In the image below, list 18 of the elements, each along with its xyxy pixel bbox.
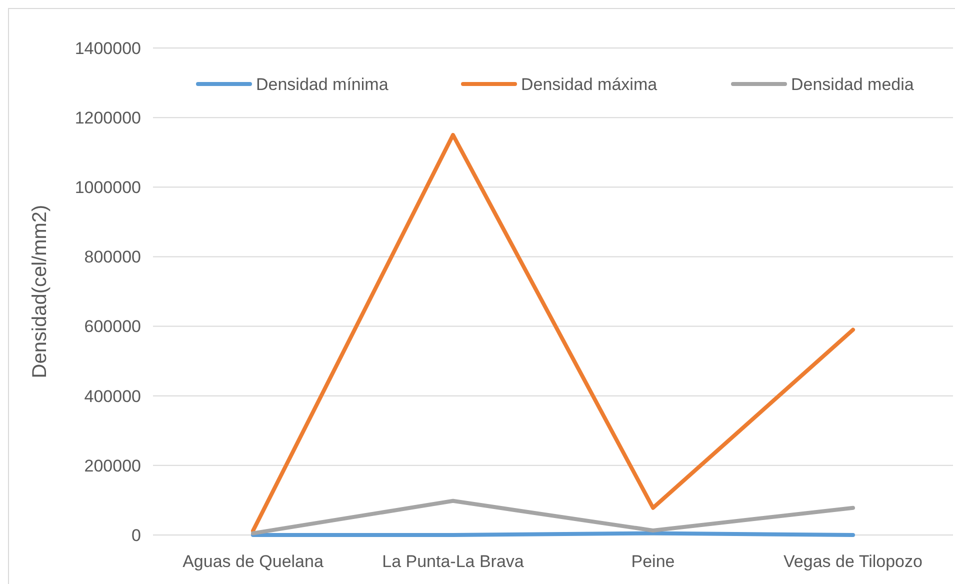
y-tick-label: 600000 (84, 317, 141, 336)
x-tick-label: Vegas de Tilopozo (784, 552, 922, 571)
legend-label: Densidad mínima (256, 74, 389, 94)
legend-label: Densidad máxima (521, 74, 658, 94)
y-tick-label: 0 (132, 526, 141, 545)
y-tick-label: 400000 (84, 386, 141, 406)
y-tick-label: 1000000 (74, 178, 141, 198)
y-axis-title: Densidad(cel/mm2) (29, 204, 51, 378)
y-tick-label: 1200000 (74, 108, 141, 128)
line-series (251, 132, 855, 533)
x-tick-label: La Punta-La Brava (382, 552, 524, 571)
legend-label: Densidad media (791, 74, 914, 94)
x-tick-label: Aguas de Quelana (182, 552, 324, 571)
line-series (251, 498, 855, 536)
x-tick-label: Peine (631, 552, 675, 571)
y-tick-label: 1400000 (74, 38, 141, 58)
y-tick-label: 800000 (84, 248, 141, 267)
y-tick-label: 200000 (84, 456, 141, 476)
